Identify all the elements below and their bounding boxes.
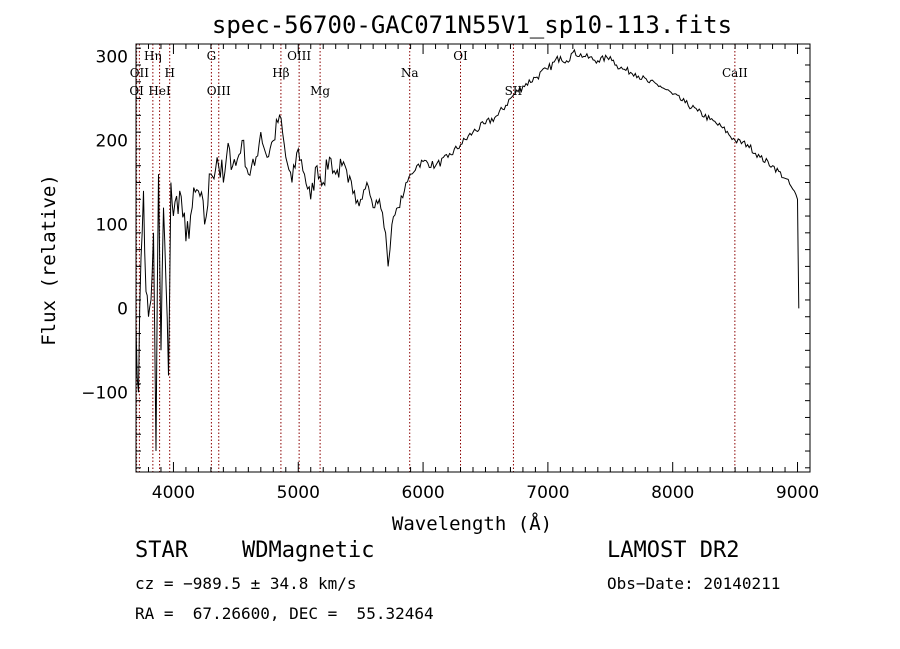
- marker-label: G: [207, 49, 217, 63]
- y-tick-label: 0: [117, 299, 128, 319]
- marker-label: H: [164, 66, 174, 80]
- y-axis: −100 0 100 200 300: [81, 48, 810, 469]
- coordinates: RA = 67.26600, DEC = 55.32464: [135, 604, 434, 623]
- x-tick-label: 6000: [401, 483, 444, 503]
- marker-label: OI: [129, 84, 144, 98]
- emission-line-markers: Hη OII H OI HeI G OIII OIII Hβ Mg Na OI SII CaII: [129, 44, 748, 472]
- chart-title: spec-56700-GAC071N55V1_sp10-113.fits: [212, 11, 732, 39]
- marker-label: OII: [130, 66, 150, 80]
- y-tick-label: 100: [96, 215, 128, 235]
- marker-label: Hβ: [272, 66, 289, 80]
- marker-label: Na: [401, 66, 419, 80]
- x-tick-label: 9000: [776, 483, 819, 503]
- x-axis: 4000 5000 6000 7000 8000 9000: [135, 44, 819, 503]
- marker-label: OI: [453, 49, 468, 63]
- marker-label: Hη: [144, 49, 162, 63]
- marker-label: Mg: [310, 84, 330, 98]
- marker-label: SII: [505, 84, 523, 98]
- survey-name: LAMOST DR2: [607, 538, 740, 563]
- y-tick-label: 200: [96, 132, 128, 152]
- plot-frame: [135, 43, 811, 473]
- object-class: STAR: [135, 538, 188, 563]
- x-tick-label: 7000: [526, 483, 569, 503]
- x-tick-label: 4000: [152, 483, 195, 503]
- x-tick-label: 5000: [277, 483, 320, 503]
- y-tick-label: −100: [81, 383, 128, 403]
- object-subclass: WDMagnetic: [242, 538, 375, 563]
- y-axis-label: Flux (relative): [38, 174, 60, 346]
- obs-date: Obs−Date: 20140211: [607, 574, 781, 593]
- marker-label: OIII: [287, 49, 311, 63]
- redshift-text: cz = −989.5 ± 34.8 km/s: [135, 574, 357, 593]
- x-tick-label: 8000: [651, 483, 694, 503]
- marker-label: OIII: [207, 84, 231, 98]
- x-axis-label: Wavelength (Å): [392, 512, 552, 535]
- y-tick-label: 300: [96, 48, 128, 68]
- marker-label: HeI: [148, 84, 171, 98]
- spectrum-line: [135, 48, 800, 452]
- marker-label: CaII: [722, 66, 748, 80]
